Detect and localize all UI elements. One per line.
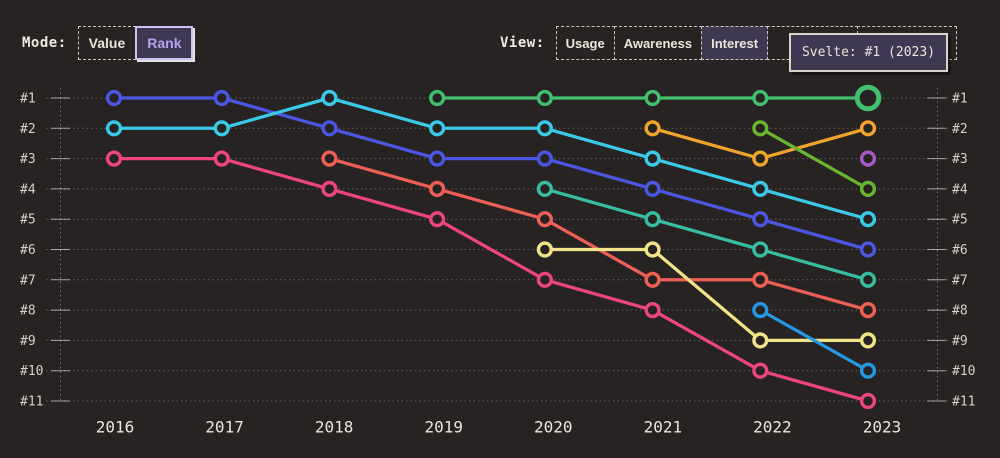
view-option-usage[interactable]: Usage <box>555 26 615 60</box>
series-line-sky <box>758 308 870 373</box>
rank-label-right-8: #8 <box>952 304 968 319</box>
data-point-coral-2023[interactable] <box>859 302 877 319</box>
data-point-blue-2017[interactable] <box>213 89 230 107</box>
data-point-svelte-green-2019[interactable] <box>429 89 446 107</box>
rank-label-right-7: #7 <box>952 273 968 288</box>
mode-label: Mode: <box>22 35 67 51</box>
data-point-sky-2022[interactable] <box>752 302 769 319</box>
data-point-pink-2023[interactable] <box>859 392 877 410</box>
rank-label-left-6: #6 <box>20 243 36 258</box>
data-point-svelte-green-2023[interactable] <box>854 84 882 112</box>
data-point-blue-2019[interactable] <box>429 150 446 167</box>
year-label-2019: 2019 <box>424 418 463 437</box>
mode-option-rank[interactable]: Rank <box>135 26 194 60</box>
rank-label-right-6: #6 <box>952 243 968 258</box>
data-point-teal-2020[interactable] <box>536 180 553 198</box>
data-point-blue-2018[interactable] <box>321 120 338 137</box>
data-point-blue-2020[interactable] <box>536 150 553 167</box>
data-point-pink-2020[interactable] <box>536 271 553 288</box>
series-line-lime <box>758 126 870 191</box>
data-point-cyan-2016[interactable] <box>105 120 123 137</box>
rank-label-left-11: #11 <box>20 395 43 410</box>
data-point-purple-2023[interactable] <box>859 150 877 167</box>
rank-label-left-9: #9 <box>20 334 36 349</box>
data-point-pink-2019[interactable] <box>429 211 446 228</box>
data-point-cyan-2018[interactable] <box>321 89 338 107</box>
view-option-awareness[interactable]: Awareness <box>613 26 703 60</box>
data-point-yellow-2022[interactable] <box>752 332 769 349</box>
data-point-teal-2022[interactable] <box>752 241 769 258</box>
data-point-teal-2023[interactable] <box>859 271 877 288</box>
series-line-teal <box>543 187 870 282</box>
data-point-sky-2023[interactable] <box>859 362 877 379</box>
data-point-cyan-2022[interactable] <box>752 180 769 198</box>
year-label-2023: 2023 <box>863 418 902 437</box>
data-point-coral-2021[interactable] <box>644 271 661 288</box>
data-point-teal-2021[interactable] <box>644 211 661 228</box>
data-point-pink-2017[interactable] <box>213 150 230 167</box>
data-point-blue-2023[interactable] <box>859 241 877 258</box>
data-point-pink-2021[interactable] <box>644 302 661 319</box>
rank-label-right-11: #11 <box>952 395 975 410</box>
data-point-coral-2018[interactable] <box>321 150 338 167</box>
mode-control-group: Mode: Value Rank <box>22 26 194 60</box>
year-label-2020: 2020 <box>534 418 573 437</box>
year-label-2022: 2022 <box>753 418 792 437</box>
data-point-svelte-green-2021[interactable] <box>644 89 661 107</box>
rank-label-right-9: #9 <box>952 334 968 349</box>
data-point-coral-2022[interactable] <box>752 271 769 288</box>
tooltip: Svelte: #1 (2023) <box>789 33 948 72</box>
rank-label-right-3: #3 <box>952 152 968 167</box>
rank-label-left-8: #8 <box>20 304 36 319</box>
rank-label-left-1: #1 <box>20 92 36 107</box>
view-label: View: <box>500 35 545 51</box>
rank-label-left-7: #7 <box>20 273 36 288</box>
data-point-pink-2016[interactable] <box>105 150 123 167</box>
series-line-blue <box>112 96 870 252</box>
series-line-coral <box>327 156 870 312</box>
data-point-yellow-2020[interactable] <box>536 241 553 258</box>
rank-label-left-5: #5 <box>20 213 36 228</box>
rank-label-right-5: #5 <box>952 213 968 228</box>
series-line-cyan <box>112 96 870 221</box>
data-point-orange-2022[interactable] <box>752 150 769 167</box>
rank-label-right-1: #1 <box>952 92 968 107</box>
data-point-coral-2019[interactable] <box>429 180 446 198</box>
data-point-cyan-2023[interactable] <box>859 211 877 228</box>
year-label-2018: 2018 <box>315 418 354 437</box>
rank-label-right-10: #10 <box>952 364 975 379</box>
rank-label-right-4: #4 <box>952 182 968 197</box>
data-point-cyan-2020[interactable] <box>536 120 553 137</box>
year-label-2016: 2016 <box>96 418 135 437</box>
rank-label-left-4: #4 <box>20 182 36 197</box>
data-point-blue-2021[interactable] <box>644 180 661 198</box>
year-label-2017: 2017 <box>205 418 244 437</box>
rank-label-right-2: #2 <box>952 122 968 137</box>
rank-label-left-2: #2 <box>20 122 36 137</box>
data-point-coral-2020[interactable] <box>536 211 553 228</box>
data-point-lime-2023[interactable] <box>859 180 877 198</box>
year-label-2021: 2021 <box>644 418 683 437</box>
data-point-yellow-2021[interactable] <box>644 241 661 258</box>
data-point-pink-2022[interactable] <box>752 362 769 379</box>
data-point-cyan-2017[interactable] <box>213 120 230 137</box>
data-point-yellow-2023[interactable] <box>859 332 877 349</box>
data-point-blue-2022[interactable] <box>752 211 769 228</box>
mode-option-value[interactable]: Value <box>77 26 137 60</box>
data-point-pink-2018[interactable] <box>321 180 338 198</box>
view-option-interest[interactable]: Interest <box>701 26 769 60</box>
series-line-pink <box>112 156 870 403</box>
data-point-svelte-green-2020[interactable] <box>536 89 553 107</box>
data-point-svelte-green-2022[interactable] <box>752 89 769 107</box>
rank-label-left-3: #3 <box>20 152 36 167</box>
rank-label-left-10: #10 <box>20 364 43 379</box>
data-point-lime-2022[interactable] <box>752 120 769 137</box>
data-point-cyan-2019[interactable] <box>429 120 446 137</box>
data-point-blue-2016[interactable] <box>105 89 123 107</box>
data-point-cyan-2021[interactable] <box>644 150 661 167</box>
data-point-orange-2021[interactable] <box>644 120 661 137</box>
data-point-orange-2023[interactable] <box>859 120 877 137</box>
